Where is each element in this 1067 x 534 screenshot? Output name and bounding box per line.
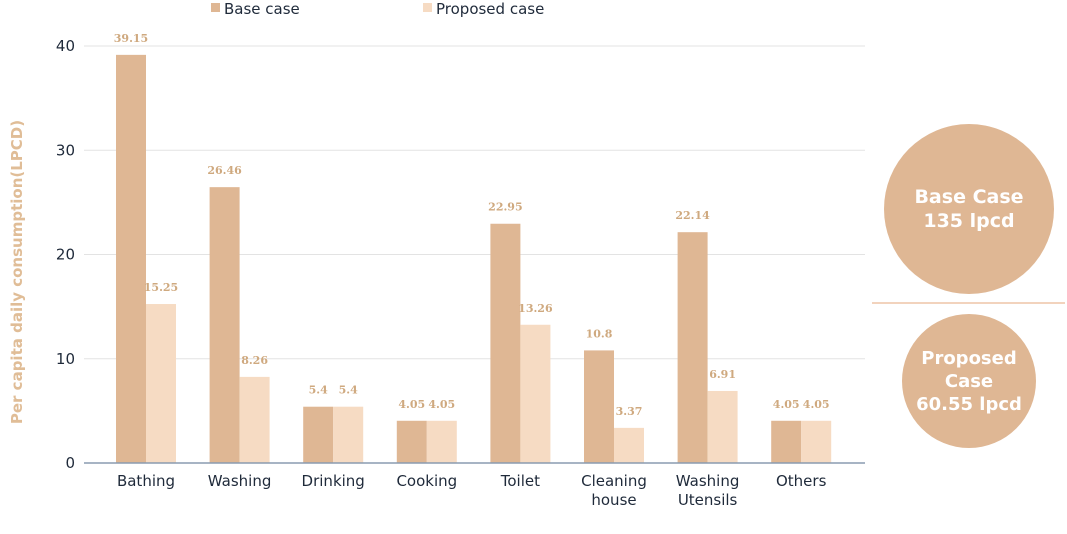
- proposed-case-value: 60.55 lpcd: [916, 393, 1022, 415]
- bar-base: [303, 406, 334, 463]
- bar-proposed: [801, 420, 832, 463]
- y-tick-label: 10: [56, 350, 75, 368]
- legend-label-proposed: Proposed case: [436, 0, 544, 18]
- x-axis-ticks: Bathing Washing Drinking Cooking Toilet Clean…: [117, 472, 827, 509]
- bar-base: [677, 232, 708, 463]
- data-label-proposed: 6.91: [709, 368, 736, 381]
- data-label-base: 10.8: [586, 327, 613, 340]
- legend: Base case Proposed case: [211, 0, 544, 18]
- data-label-proposed: 4.05: [803, 398, 830, 411]
- bar-proposed: [707, 390, 738, 463]
- bar-chart: Per capita daily consumption(LPCD) 0 10 20…: [8, 0, 865, 509]
- x-tick-label: Utensils: [678, 491, 738, 509]
- y-tick-label: 40: [56, 37, 75, 55]
- bar-base: [209, 187, 240, 464]
- data-label-base: 4.05: [398, 398, 425, 411]
- x-tick-label: Washing: [676, 472, 740, 490]
- base-case-title: Base Case: [914, 186, 1024, 208]
- legend-swatch-proposed: [423, 3, 432, 12]
- data-label-base: 22.95: [488, 201, 522, 214]
- data-label-proposed: 13.26: [518, 302, 553, 315]
- y-tick-label: 30: [56, 141, 75, 159]
- x-tick-label: Toilet: [500, 472, 540, 490]
- x-tick-label: Cleaning: [581, 472, 647, 490]
- data-label-base: 22.14: [675, 209, 710, 222]
- data-label-proposed: 3.37: [616, 405, 643, 418]
- bar-base: [490, 223, 521, 463]
- x-tick-label: Washing: [208, 472, 272, 490]
- y-tick-label: 20: [56, 246, 75, 264]
- bar-proposed: [146, 304, 176, 463]
- bar-base: [771, 420, 802, 463]
- bar-base: [116, 54, 146, 464]
- x-tick-label: house: [591, 491, 636, 509]
- x-tick-label: Drinking: [302, 472, 365, 490]
- data-label-base: 4.05: [773, 398, 800, 411]
- bars: [116, 54, 832, 464]
- y-axis-label: Per capita daily consumption(LPCD): [8, 120, 26, 424]
- proposed-case-title-2: Case: [944, 370, 994, 392]
- x-tick-label: Cooking: [396, 472, 457, 490]
- data-label-base: 39.15: [114, 32, 148, 45]
- bar-base: [396, 420, 427, 463]
- proposed-case-summary-badge: Proposed Case 60.55 lpcd: [902, 314, 1036, 448]
- proposed-case-title: Proposed: [921, 347, 1017, 369]
- base-case-summary-badge: Base Case 135 lpcd: [884, 124, 1054, 294]
- bar-proposed: [333, 406, 364, 463]
- data-label-base: 26.46: [207, 164, 242, 177]
- data-label-proposed: 8.26: [241, 354, 268, 367]
- data-label-proposed: 4.05: [428, 398, 455, 411]
- y-axis-ticks: 0 10 20 30 40: [56, 37, 75, 472]
- gridlines: [84, 45, 865, 360]
- bar-proposed: [520, 324, 551, 463]
- legend-swatch-base: [211, 3, 220, 12]
- x-tick-label: Others: [776, 472, 827, 490]
- bar-proposed: [239, 376, 270, 463]
- data-label-proposed: 5.4: [339, 384, 358, 397]
- bar-proposed: [426, 420, 457, 463]
- x-tick-label: Bathing: [117, 472, 175, 490]
- data-label-base: 5.4: [309, 384, 328, 397]
- summary-divider: [872, 302, 1065, 304]
- base-case-value: 135 lpcd: [923, 210, 1015, 232]
- bar-proposed: [614, 427, 644, 463]
- legend-label-base: Base case: [224, 0, 300, 18]
- y-tick-label: 0: [65, 454, 75, 472]
- data-label-proposed: 15.25: [144, 281, 178, 294]
- bar-base: [584, 350, 614, 463]
